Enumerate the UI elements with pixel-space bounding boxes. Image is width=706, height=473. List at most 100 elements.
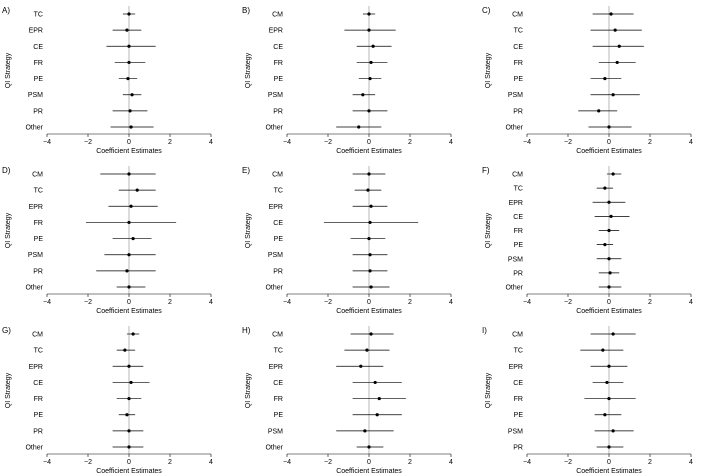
estimate-point bbox=[123, 348, 127, 352]
x-tick-label: 0 bbox=[127, 139, 131, 146]
estimate-point bbox=[601, 348, 605, 352]
category-label: PE bbox=[514, 242, 524, 249]
estimate-point bbox=[129, 204, 133, 208]
x-tick-label: 2 bbox=[648, 459, 652, 466]
x-tick-label: 0 bbox=[367, 139, 371, 146]
x-axis-title: Coefficient Estimates bbox=[336, 148, 402, 155]
estimate-point bbox=[127, 285, 131, 289]
estimate-point bbox=[361, 93, 365, 97]
chart-panel-a: A) QI Strategy −4 −2 0 2 4 Coefficient Estimate… bbox=[2, 6, 213, 155]
category-label: FR bbox=[514, 228, 523, 235]
x-tick-label: 4 bbox=[209, 299, 213, 306]
panel-label: B) bbox=[242, 6, 250, 15]
estimate-point bbox=[603, 243, 607, 247]
estimate-point bbox=[127, 445, 131, 449]
estimate-point bbox=[128, 109, 132, 113]
x-tick-label: −4 bbox=[523, 459, 531, 466]
category-label: PE bbox=[274, 412, 284, 419]
category-label: CM bbox=[512, 12, 523, 19]
estimate-point bbox=[365, 348, 369, 352]
estimate-point bbox=[367, 109, 371, 113]
estimate-point bbox=[127, 220, 131, 225]
estimate-point bbox=[373, 380, 377, 385]
x-tick-label: −4 bbox=[283, 139, 291, 146]
category-label: FR bbox=[34, 220, 43, 227]
x-tick-label: 4 bbox=[449, 299, 453, 306]
x-tick-label: −4 bbox=[43, 139, 51, 146]
estimate-point bbox=[127, 172, 131, 176]
x-tick-label: −4 bbox=[523, 299, 531, 306]
estimate-point bbox=[375, 413, 379, 417]
x-tick-label: 2 bbox=[168, 459, 172, 466]
estimate-point bbox=[613, 28, 617, 32]
category-label: TC bbox=[514, 28, 523, 35]
estimate-point bbox=[369, 285, 373, 289]
category-label: CE bbox=[273, 44, 283, 51]
category-label: PE bbox=[514, 76, 524, 83]
estimate-point bbox=[127, 60, 131, 65]
estimate-point bbox=[369, 204, 373, 208]
category-label: CM bbox=[32, 172, 43, 179]
estimate-point bbox=[367, 12, 371, 16]
x-tick-label: 4 bbox=[689, 459, 693, 466]
category-label: Other bbox=[25, 445, 43, 452]
category-label: PR bbox=[33, 268, 43, 275]
category-label: PSM bbox=[508, 428, 523, 435]
x-tick-label: −2 bbox=[564, 459, 572, 466]
estimate-point bbox=[367, 236, 371, 241]
y-axis-title: QI Strategy bbox=[245, 212, 252, 248]
x-axis-title: Coefficient Estimates bbox=[336, 308, 402, 315]
y-axis-title: QI Strategy bbox=[485, 52, 492, 88]
x-tick-label: −4 bbox=[523, 139, 531, 146]
estimate-point bbox=[371, 44, 375, 48]
estimate-point bbox=[368, 220, 372, 225]
category-label: TC bbox=[274, 188, 283, 195]
estimate-point bbox=[127, 364, 131, 368]
category-label: TC bbox=[34, 12, 43, 19]
x-tick-label: 2 bbox=[408, 459, 412, 466]
category-label: PSM bbox=[28, 92, 43, 99]
x-tick-label: −2 bbox=[84, 139, 92, 146]
panel-label: D) bbox=[2, 166, 11, 175]
estimate-point bbox=[369, 60, 373, 65]
x-axis-title: Coefficient Estimates bbox=[576, 308, 642, 315]
category-label: EPR bbox=[269, 364, 283, 371]
panel-label: H) bbox=[242, 326, 251, 335]
chart-panel-i: I) QI Strategy −4 −2 0 2 4 Coefficient Estimate… bbox=[482, 326, 693, 473]
estimate-point bbox=[127, 253, 131, 257]
estimate-point bbox=[607, 125, 611, 129]
estimate-point bbox=[131, 236, 135, 241]
x-tick-label: 2 bbox=[408, 139, 412, 146]
y-axis-title: QI Strategy bbox=[245, 52, 252, 88]
category-label: PSM bbox=[28, 252, 43, 259]
x-tick-label: −2 bbox=[564, 299, 572, 306]
estimate-point bbox=[363, 429, 367, 433]
x-tick-label: −4 bbox=[43, 299, 51, 306]
category-label: CE bbox=[273, 380, 283, 387]
x-tick-label: 0 bbox=[607, 299, 611, 306]
category-label: PE bbox=[34, 236, 44, 243]
estimate-point bbox=[607, 285, 611, 289]
estimate-point bbox=[608, 271, 612, 275]
y-axis-title: QI Strategy bbox=[485, 212, 492, 248]
category-label: Other bbox=[265, 285, 283, 292]
x-tick-label: 2 bbox=[648, 139, 652, 146]
chart-panel-d: D) QI Strategy −4 −2 0 2 4 Coefficient Estimate… bbox=[2, 166, 213, 315]
x-tick-label: −4 bbox=[283, 299, 291, 306]
category-label: CE bbox=[33, 44, 43, 51]
x-tick-label: 2 bbox=[648, 299, 652, 306]
category-label: FR bbox=[514, 60, 523, 67]
x-tick-label: 2 bbox=[168, 299, 172, 306]
x-tick-label: 2 bbox=[408, 299, 412, 306]
estimate-point bbox=[127, 44, 131, 48]
panel-label: I) bbox=[482, 326, 487, 335]
x-tick-label: 0 bbox=[607, 459, 611, 466]
estimate-point bbox=[611, 332, 615, 336]
panel-label: E) bbox=[242, 166, 250, 175]
estimate-point bbox=[597, 109, 601, 113]
estimate-point bbox=[615, 60, 619, 65]
x-tick-label: 0 bbox=[367, 299, 371, 306]
y-axis-title: QI Strategy bbox=[5, 372, 12, 408]
estimate-point bbox=[357, 125, 361, 129]
estimate-point bbox=[366, 188, 370, 192]
